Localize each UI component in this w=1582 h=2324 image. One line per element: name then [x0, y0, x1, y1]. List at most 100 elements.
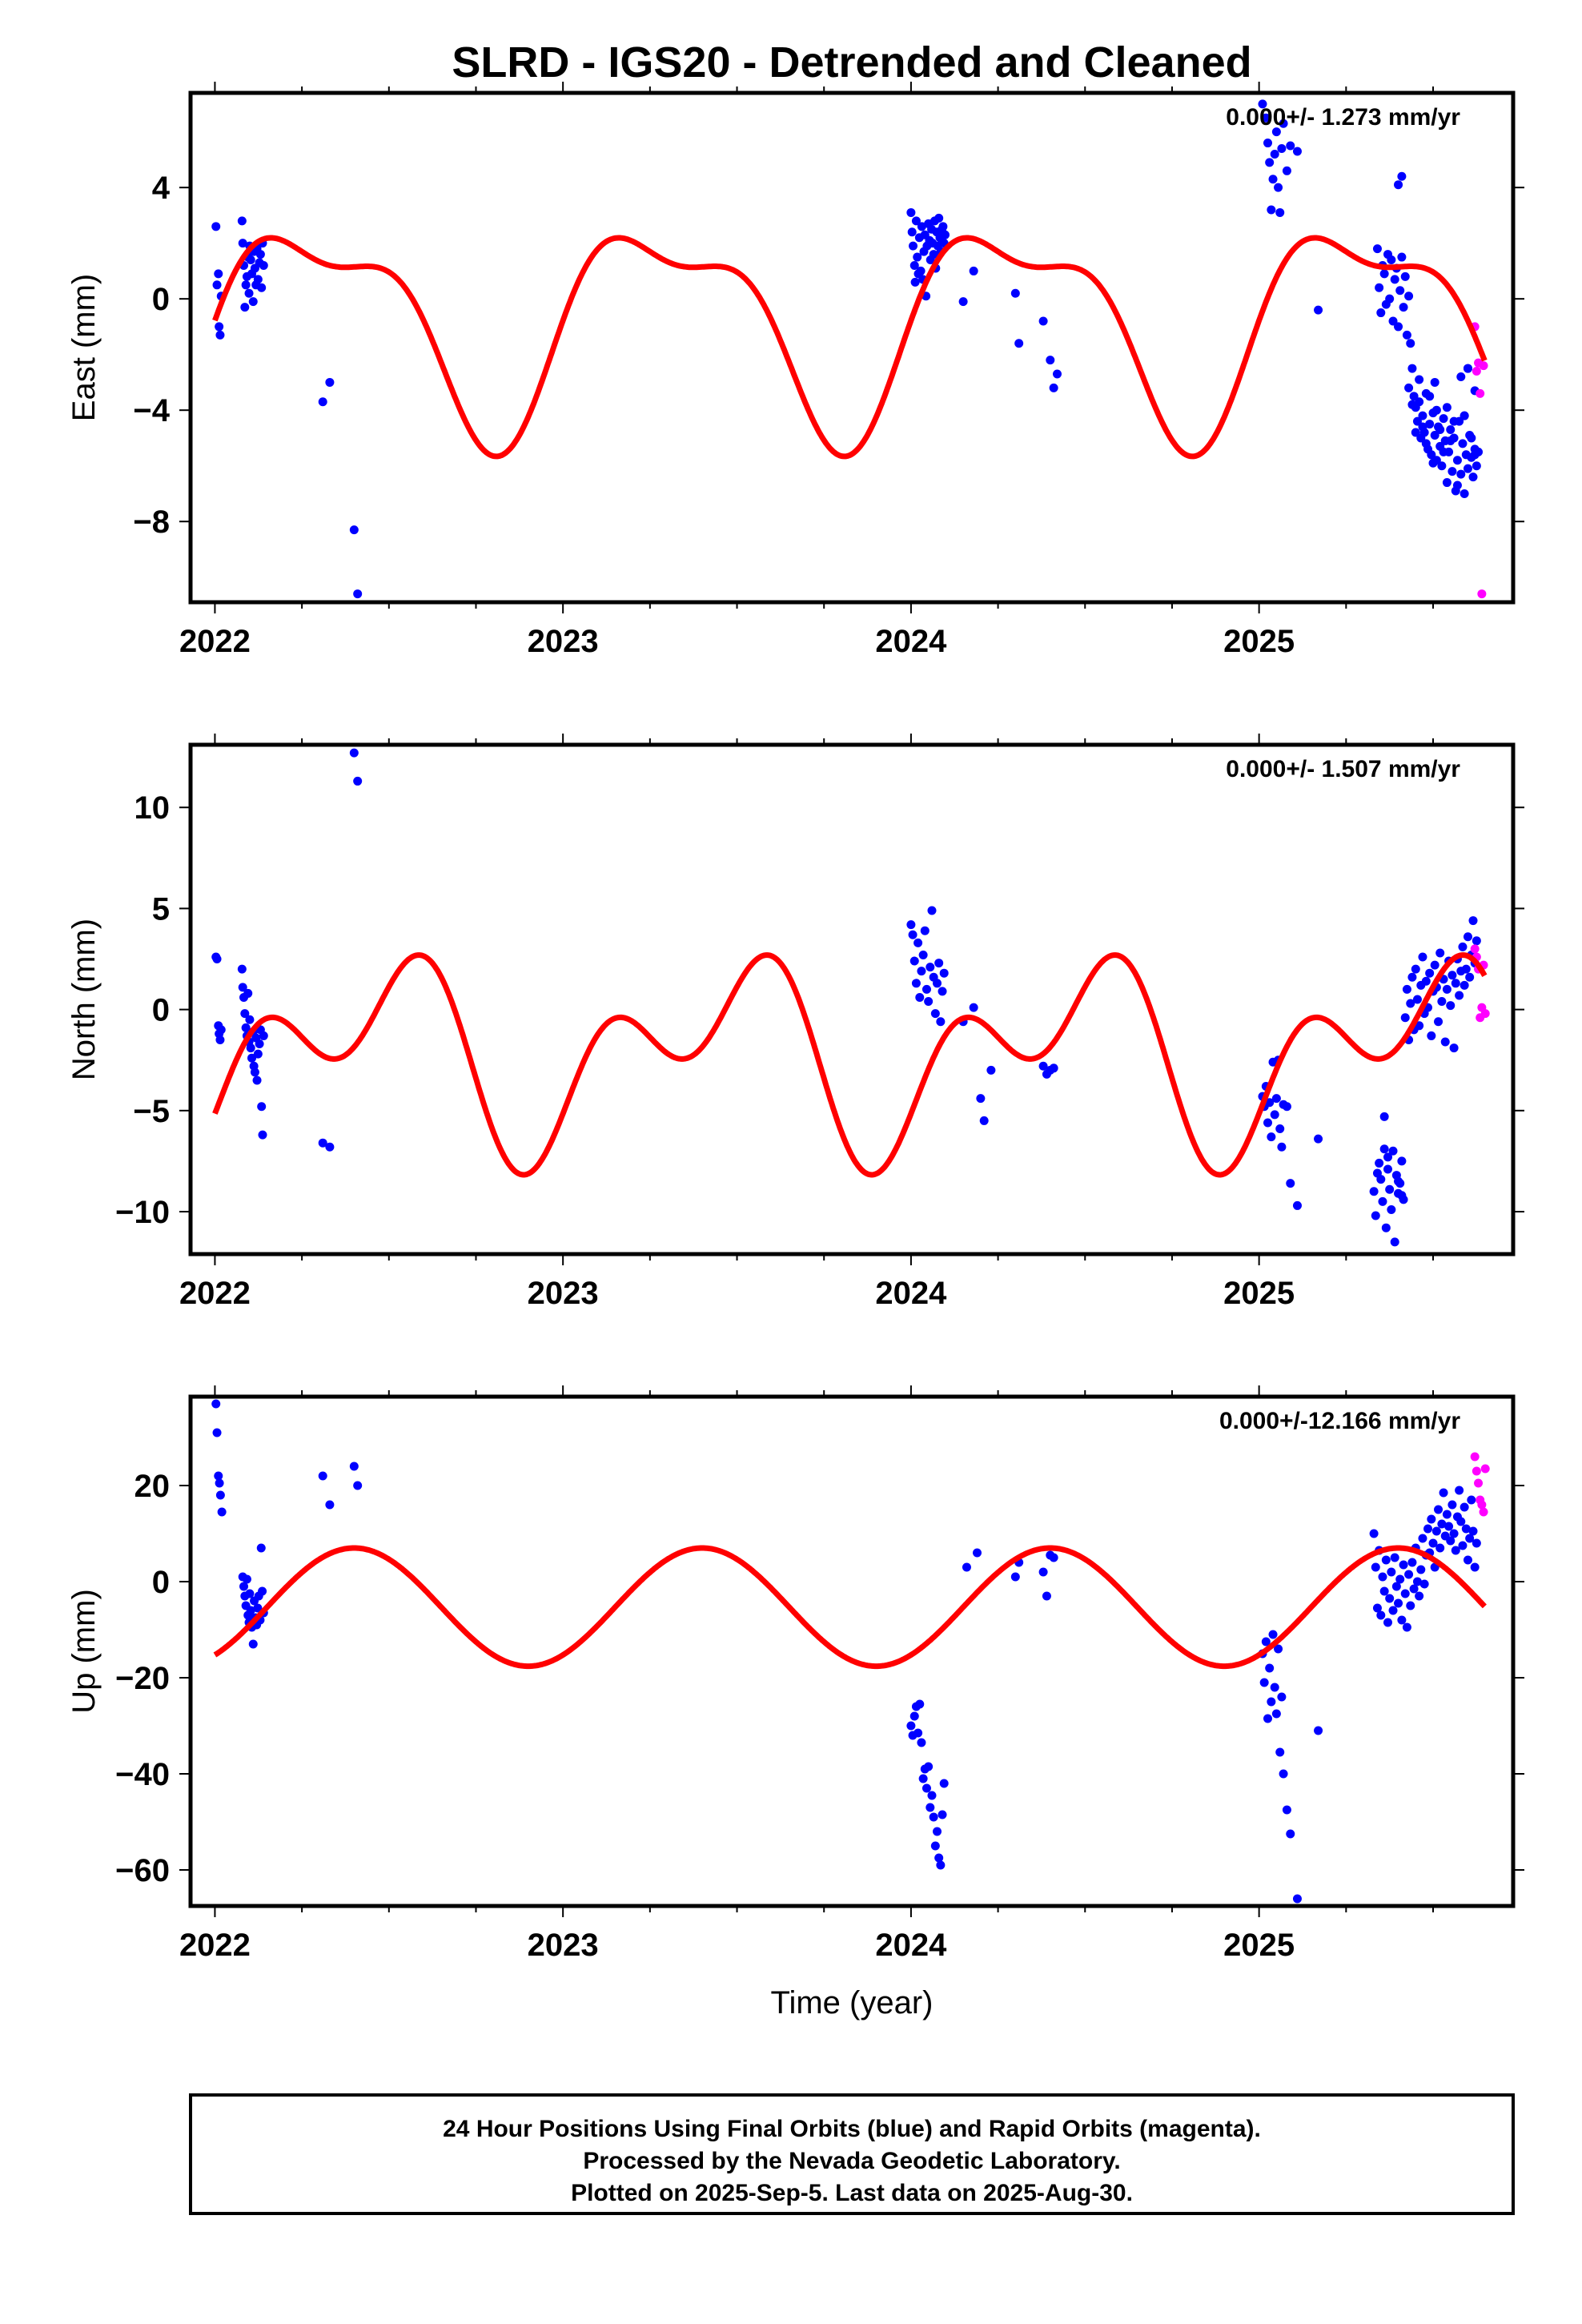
final-orbit-point	[1435, 1543, 1445, 1553]
final-orbit-point	[1314, 305, 1323, 315]
final-orbit-point	[215, 1490, 225, 1500]
final-orbit-point	[215, 322, 224, 332]
final-orbit-point	[1388, 1606, 1398, 1615]
final-orbit-point	[1379, 1112, 1389, 1121]
final-orbit-point	[257, 1102, 267, 1112]
final-orbit-point	[911, 216, 921, 226]
final-orbit-point	[1439, 414, 1448, 424]
final-orbit-point	[259, 260, 268, 270]
final-orbit-point	[921, 984, 931, 994]
final-orbit-point	[1394, 1176, 1403, 1186]
final-orbit-point	[986, 1065, 996, 1075]
final-orbit-point	[1446, 425, 1456, 435]
final-orbit-point	[216, 1025, 226, 1035]
final-orbit-point	[915, 992, 925, 1002]
chart-panels: 2022 2023 2024 2025 4 0 −4 −8 East (mm) 0.000+/- …	[66, 82, 1524, 1963]
final-orbit-point	[318, 1471, 327, 1481]
final-orbit-point	[1442, 1510, 1452, 1519]
final-orbit-point	[969, 1003, 978, 1012]
final-orbit-point	[908, 930, 917, 939]
x-tick-label: 2023	[528, 624, 599, 659]
final-orbit-point	[938, 987, 947, 996]
final-orbit-point	[1427, 1514, 1436, 1524]
final-orbit-point	[913, 252, 922, 262]
final-orbit-point	[930, 1841, 940, 1851]
final-orbit-point	[933, 1827, 942, 1836]
final-orbit-point	[353, 776, 363, 786]
final-orbit-point	[1277, 1142, 1287, 1152]
rate-annotation: 0.000+/- 1.507 mm/yr	[1226, 756, 1460, 782]
final-orbit-point	[1391, 1582, 1401, 1591]
final-orbit-point	[1387, 255, 1396, 265]
plot-area	[211, 748, 1490, 1247]
final-orbit-point	[215, 1035, 225, 1044]
final-orbit-point	[1437, 461, 1447, 471]
final-orbit-point	[1412, 416, 1422, 426]
final-orbit-point	[1446, 1536, 1456, 1546]
final-orbit-point	[1387, 1567, 1396, 1577]
final-orbit-point	[244, 288, 254, 298]
final-orbit-point	[1279, 1769, 1288, 1779]
rapid-orbit-point	[1480, 1464, 1490, 1474]
final-orbit-point	[1467, 1495, 1476, 1505]
footer-line-1: 24 Hour Positions Using Final Orbits (bl…	[443, 2116, 1261, 2142]
final-orbit-point	[1463, 464, 1472, 473]
final-orbit-point	[1418, 422, 1427, 432]
final-orbit-point	[1265, 158, 1275, 167]
rapid-orbit-point	[1472, 367, 1481, 376]
final-orbit-point	[1277, 144, 1287, 154]
x-tick-label: 2022	[179, 1928, 251, 1963]
final-orbit-point	[245, 1589, 255, 1598]
final-orbit-point	[1439, 1488, 1448, 1498]
final-orbit-point	[1394, 180, 1403, 190]
final-orbit-point	[325, 1500, 335, 1510]
final-orbit-point	[1049, 383, 1058, 392]
final-orbit-point	[1397, 1191, 1407, 1200]
final-orbit-point	[915, 1699, 925, 1709]
final-orbit-point	[1463, 1555, 1472, 1565]
final-orbit-point	[250, 1068, 259, 1077]
final-orbit-point	[973, 1548, 982, 1558]
final-orbit-point	[1442, 984, 1452, 994]
y-tick-label: 10	[135, 790, 171, 826]
final-orbit-point	[1267, 1132, 1276, 1142]
final-orbit-point	[1267, 205, 1276, 215]
rapid-orbit-point	[1479, 361, 1488, 371]
final-orbit-point	[1468, 1526, 1478, 1536]
final-orbit-point	[1419, 1579, 1429, 1589]
rate-annotation: 0.000+/-12.166 mm/yr	[1219, 1408, 1460, 1434]
final-orbit-point	[248, 1639, 258, 1649]
final-orbit-point	[1371, 1562, 1380, 1572]
final-orbit-point	[1314, 1726, 1323, 1735]
y-tick-label: −8	[133, 505, 170, 540]
final-orbit-point	[1049, 1063, 1058, 1073]
final-orbit-point	[1286, 141, 1295, 151]
final-orbit-point	[917, 1738, 926, 1747]
final-orbit-point	[1399, 1560, 1408, 1570]
panel-north: 2022 2023 2024 2025 10 5 0 −5 −10 North (mm) 0.000…	[66, 734, 1524, 1311]
final-orbit-point	[939, 1779, 949, 1788]
y-tick-label: 0	[152, 993, 170, 1028]
final-orbit-point	[1275, 1747, 1285, 1757]
final-orbit-point	[1472, 461, 1481, 471]
final-orbit-point	[979, 1116, 989, 1125]
final-orbit-point	[1268, 1630, 1278, 1639]
final-orbit-point	[1440, 1037, 1450, 1047]
final-orbit-point	[1452, 456, 1462, 465]
final-orbit-point	[924, 997, 934, 1007]
final-orbit-point	[927, 1791, 937, 1800]
final-orbit-point	[241, 1023, 251, 1032]
final-orbit-point	[910, 277, 920, 287]
final-orbit-point	[1406, 999, 1415, 1008]
final-orbit-point	[1444, 1522, 1454, 1531]
final-orbit-point	[938, 222, 948, 231]
final-orbit-point	[1427, 1031, 1436, 1040]
final-orbit-point	[1279, 119, 1288, 128]
final-orbit-point	[1456, 469, 1466, 479]
final-orbit-point	[255, 1039, 264, 1049]
final-orbit-point	[1431, 1526, 1441, 1536]
rapid-orbit-point	[1470, 944, 1480, 954]
final-orbit-point	[1376, 1175, 1386, 1184]
x-axis-label: Time (year)	[771, 1985, 934, 2020]
final-orbit-point	[1397, 252, 1407, 262]
